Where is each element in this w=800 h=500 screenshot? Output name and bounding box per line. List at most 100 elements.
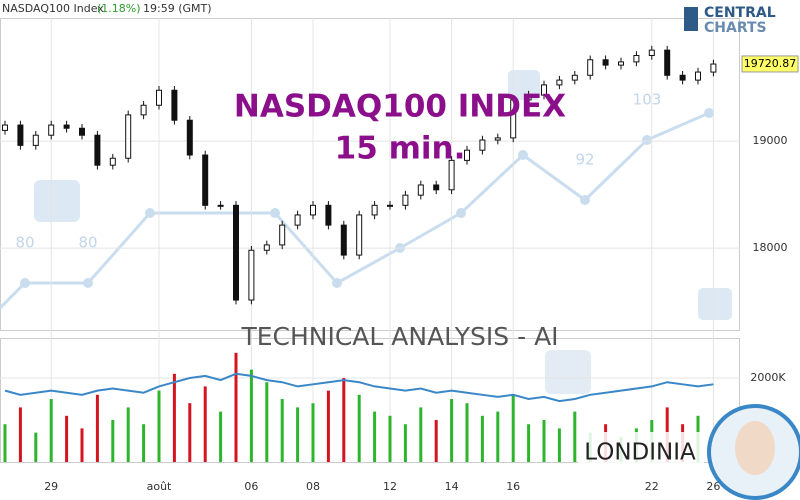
candle-body [186, 119, 193, 156]
candle-body [356, 214, 363, 256]
volume-bar [65, 415, 69, 462]
candle-body [587, 59, 594, 76]
last-price-box [741, 55, 799, 73]
volume-bar [80, 428, 84, 462]
volume-bar [126, 407, 130, 462]
x-tick-label: août [147, 480, 172, 493]
instrument: NASDAQ100 Index [2, 2, 104, 15]
logo-text: CENTRAL [704, 5, 776, 21]
volume-bar [342, 378, 346, 462]
candle-body [125, 114, 132, 159]
candle-body [325, 204, 332, 226]
candle-body [263, 244, 270, 251]
candle-body [294, 214, 301, 226]
brand-box [578, 432, 704, 472]
candle-body [340, 224, 347, 256]
last-price-label: 19720.87 [744, 57, 797, 70]
volume-bar [357, 394, 361, 462]
candle-body [479, 139, 486, 151]
volume-bar [527, 424, 531, 462]
volume-bar [234, 352, 238, 462]
candle-body [695, 71, 701, 81]
candle-body [233, 204, 239, 301]
candle-body [248, 249, 255, 301]
volume-bar [3, 424, 7, 462]
x-tick-label: 26 [706, 480, 720, 493]
volume-bar [326, 390, 330, 462]
watermark-icon [508, 70, 540, 100]
volume-bar [18, 407, 22, 462]
volume-bar [419, 407, 423, 462]
candle-body [171, 89, 178, 121]
candle-body [525, 94, 532, 101]
candle-body [618, 61, 624, 66]
candle-body [464, 149, 470, 161]
volume-bar [157, 390, 161, 462]
watermark-line [0, 111, 710, 310]
volume-bar [280, 399, 284, 462]
candle-body [417, 184, 424, 196]
volume-bar [511, 394, 515, 462]
candle-body [17, 124, 24, 146]
y-tick-label: 18000 [753, 241, 788, 254]
candle-body [109, 157, 116, 166]
candle-body [602, 59, 609, 66]
volume-bar [188, 403, 192, 462]
candle-body [648, 49, 655, 56]
watermark-icon [34, 180, 80, 222]
x-tick-label: 14 [445, 480, 459, 493]
avatar-face [735, 421, 775, 475]
overlay-subtitle: 15 min. [335, 131, 466, 167]
candle-body [448, 159, 455, 191]
candle-body [2, 124, 8, 131]
volume-bar [573, 411, 577, 462]
volume-bar [249, 369, 253, 462]
volume-bar [388, 415, 392, 462]
volume-bar [373, 411, 377, 462]
watermark-label: 103 [633, 91, 662, 109]
volume-bar [219, 411, 223, 462]
candle-body [371, 204, 378, 216]
volume-panel [0, 338, 740, 463]
volume-bar [203, 386, 207, 462]
y-tick-label: 2000K [750, 371, 786, 384]
volume-bar [450, 399, 454, 462]
candle-body [556, 79, 563, 86]
volume-bar [49, 399, 53, 462]
candle-body [156, 89, 162, 106]
candle-body [202, 154, 209, 206]
candle-body [310, 204, 316, 216]
volume-bar [95, 394, 99, 462]
x-tick-label: 22 [645, 480, 659, 493]
volume-bar [434, 420, 438, 462]
x-tick-label: 06 [244, 480, 258, 493]
volume-average [4, 372, 714, 403]
x-tick-label: 08 [306, 480, 320, 493]
volume-bar [172, 373, 176, 462]
candle-body [494, 137, 501, 141]
y-tick-label: 19000 [753, 134, 788, 147]
candle-body [387, 204, 393, 207]
candle-body [571, 74, 578, 81]
volume-bar [496, 411, 500, 462]
watermark-icon [698, 288, 732, 320]
candle-body [633, 54, 640, 63]
watermark-dots [20, 108, 714, 288]
volume-bar [542, 420, 546, 462]
x-tick-label: 12 [383, 480, 397, 493]
watermark-label: 80 [78, 234, 97, 252]
candle-body [679, 74, 686, 81]
candle-body [664, 49, 671, 76]
candle-body [279, 224, 286, 246]
volume-bar [403, 424, 407, 462]
x-tick-label: 29 [44, 480, 58, 493]
watermark-icon [545, 350, 591, 394]
volume-bar [34, 432, 38, 462]
volume-bar [311, 403, 315, 462]
time: 19:59 (GMT) [143, 2, 212, 15]
candle-body [63, 124, 70, 129]
candle-body [433, 184, 440, 191]
logo-mark [684, 7, 698, 31]
volume-bar [557, 428, 561, 462]
